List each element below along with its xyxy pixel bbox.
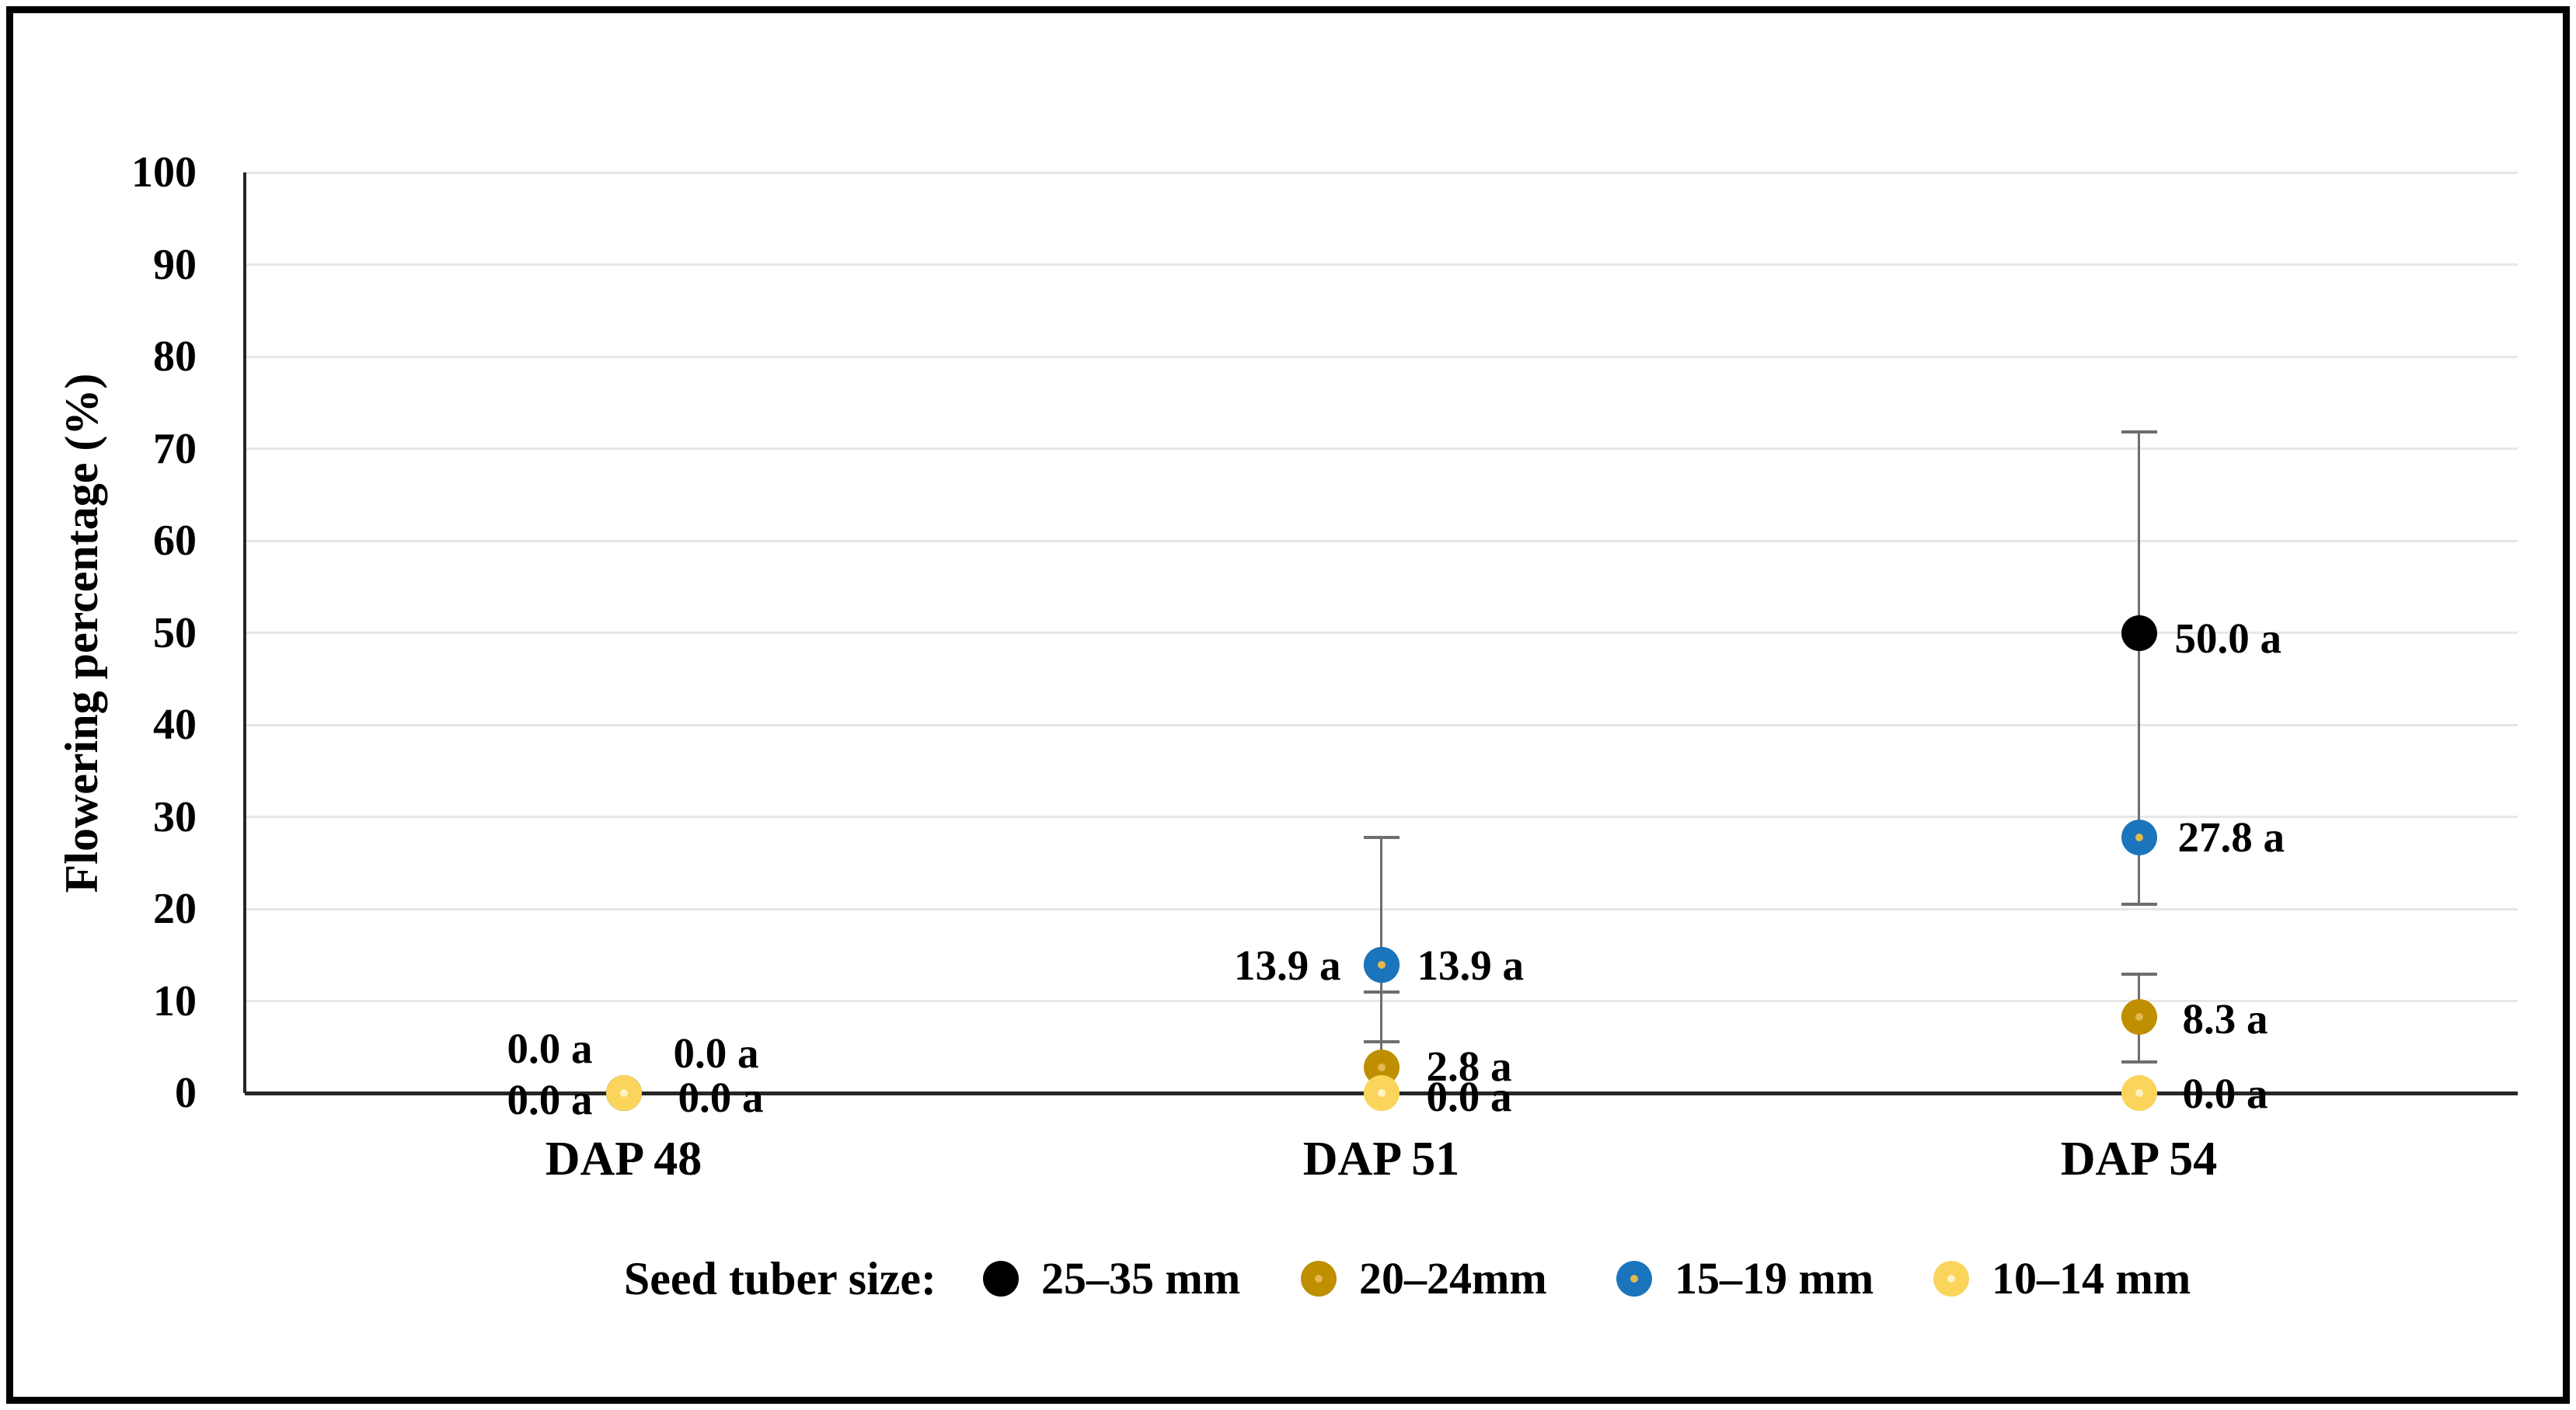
gridline-y50 (245, 632, 2518, 634)
error-bar-cap (1363, 990, 1400, 994)
error-bar-cap (2121, 1060, 2157, 1064)
y-tick-label-10: 10 (153, 977, 197, 1025)
y-tick-label-20: 20 (153, 885, 197, 933)
x-category-label-3: DAP 54 (2060, 1133, 2218, 1185)
data-point-10–14mm-DAP48 (605, 1075, 642, 1111)
legend-label-20–24mm: 20–24mm (1359, 1253, 1547, 1304)
gridline-y100 (245, 171, 2518, 174)
error-bar-line-2 (2138, 432, 2140, 905)
point-label: 13.9 a (1417, 942, 1525, 990)
figure-border (6, 6, 2570, 1404)
marker-center-dot (619, 1089, 628, 1097)
gridline-y30 (245, 816, 2518, 818)
x-category-label-2: DAP 51 (1302, 1133, 1460, 1185)
error-bar-cap (2121, 903, 2157, 907)
legend-marker-10–14mm (1933, 1261, 1969, 1297)
legend-label-15–19mm: 15–19 mm (1675, 1253, 1874, 1304)
legend: Seed tuber size: 25–35 mm 20–24mm 15–19 mm… (0, 1249, 2576, 1319)
marker-center-dot (1947, 1275, 1955, 1283)
legend-marker-15–19mm (1616, 1261, 1652, 1297)
marker-center-dot (1377, 961, 1386, 970)
point-label: 8.3 a (2182, 995, 2268, 1043)
legend-label-10–14mm: 10–14 mm (1992, 1253, 2191, 1304)
marker-center-dot (1377, 1063, 1386, 1071)
point-label: 0.0 a (507, 1076, 593, 1124)
x-category-label-1: DAP 48 (545, 1133, 702, 1185)
point-label: 0.0 a (678, 1073, 764, 1121)
data-point-15–19mm-DAP51 (1363, 947, 1400, 984)
point-label: 0.0 a (507, 1025, 593, 1073)
legend-marker-25–35mm (983, 1261, 1019, 1297)
gridline-y90 (245, 263, 2518, 266)
y-tick-label-80: 80 (153, 332, 197, 381)
legend-label-25–35mm: 25–35 mm (1041, 1253, 1241, 1304)
data-point-20–24mm-DAP54 (2121, 998, 2157, 1035)
y-tick-label-60: 60 (153, 517, 197, 565)
point-label: 50.0 a (2174, 614, 2282, 662)
gridline-y70 (245, 447, 2518, 450)
y-tick-label-0: 0 (175, 1069, 197, 1117)
data-point-15–19mm-DAP54 (2121, 819, 2157, 855)
legend-marker-20–24mm (1301, 1261, 1337, 1297)
y-axis-title: Flowering percentage (%) (56, 373, 107, 893)
y-tick-label-30: 30 (153, 792, 197, 841)
y-tick-label-90: 90 (153, 240, 197, 289)
marker-center-dot (2135, 1089, 2143, 1097)
data-point-25–35mm-DAP54 (2121, 614, 2157, 651)
marker-center-dot (1377, 1089, 1386, 1097)
marker-center-dot (2135, 1012, 2143, 1021)
point-label: 2.8 a (1426, 1042, 1512, 1090)
gridline-y60 (245, 539, 2518, 542)
point-label: 0.0 a (673, 1029, 759, 1078)
point-label: 13.9 a (1234, 942, 1341, 990)
y-tick-label-70: 70 (153, 424, 197, 473)
legend-title: Seed tuber size: (623, 1253, 936, 1304)
marker-center-dot (2135, 833, 2143, 841)
data-point-10–14mm-DAP51 (1363, 1075, 1400, 1111)
gridline-y40 (245, 723, 2518, 726)
y-tick-label-100: 100 (131, 148, 197, 197)
y-axis-line (243, 172, 246, 1093)
marker-center-dot (1315, 1275, 1323, 1283)
gridline-y80 (245, 355, 2518, 358)
y-tick-label-40: 40 (153, 701, 197, 749)
point-label: 0.0 a (1426, 1072, 1512, 1120)
marker-center-dot (1630, 1275, 1638, 1283)
y-tick-label-50: 50 (153, 608, 197, 657)
error-bar-cap (2121, 430, 2157, 434)
data-point-10–14mm-DAP54 (2121, 1075, 2157, 1111)
error-bar-cap (1363, 1039, 1400, 1043)
point-label: 0.0 a (2182, 1070, 2268, 1118)
point-label: 27.8 a (2177, 813, 2285, 861)
error-bar-cap (1363, 835, 1400, 839)
error-bar-cap (2121, 973, 2157, 977)
